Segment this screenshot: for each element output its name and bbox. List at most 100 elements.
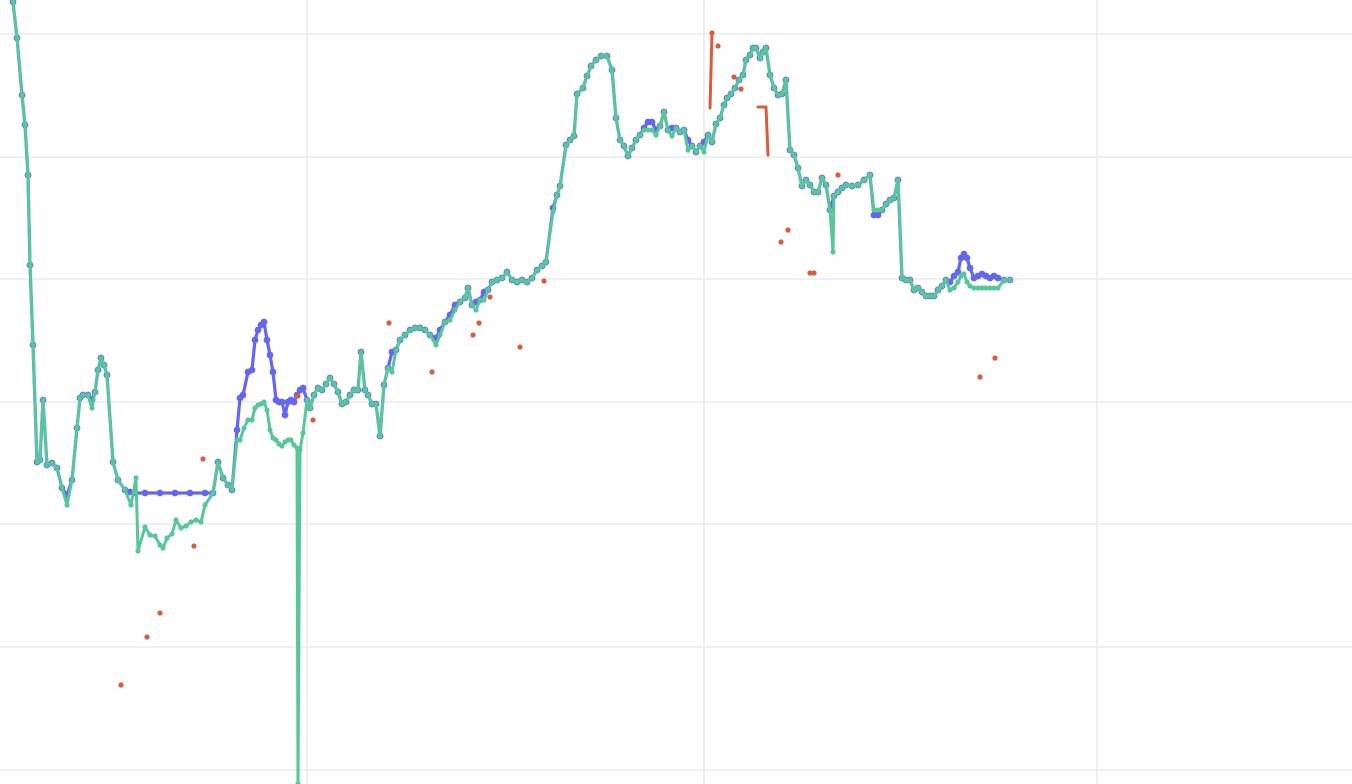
- series-layer: [9, 0, 1014, 784]
- series-1-point-89: [362, 387, 368, 393]
- series-2-point-12: [517, 344, 523, 350]
- series-1-point-102: [417, 325, 423, 331]
- series-1-point-154: [653, 132, 659, 138]
- series-2-point-15: [715, 43, 721, 49]
- series-1-point-77: [315, 385, 321, 391]
- series-1-line: [11, 0, 1012, 784]
- series-1-point-52: [237, 437, 243, 443]
- series-1-point-139: [588, 63, 594, 69]
- series-2-point-6: [310, 417, 316, 423]
- series-1-point-12: [54, 465, 60, 471]
- series-1-point-115: [477, 297, 483, 303]
- series-2-point-10: [476, 320, 482, 326]
- series-1-point-193: [803, 177, 809, 183]
- series-1-point-240: [991, 285, 997, 291]
- series-1-point-28: [122, 487, 128, 493]
- series-1-point-191: [795, 165, 801, 171]
- series-1-point-96: [389, 369, 395, 375]
- series-1-point-112: [465, 285, 471, 291]
- series-1-point-14: [64, 502, 70, 508]
- series-1-point-78: [319, 387, 325, 393]
- series-1-point-6: [30, 342, 36, 348]
- series-1-point-88: [358, 349, 364, 355]
- series-1-point-228: [947, 287, 953, 293]
- series-1-point-124: [519, 277, 525, 283]
- series-1-point-186: [775, 92, 781, 98]
- series-1-point-217: [903, 277, 909, 283]
- series-1-point-146: [621, 143, 627, 149]
- series-1-point-123: [514, 279, 520, 285]
- series-1-point-38: [169, 531, 175, 537]
- series-1-point-137: [580, 85, 586, 91]
- series-1-point-210: [875, 207, 881, 213]
- series-0-point-32: [156, 489, 164, 497]
- series-1-point-118: [489, 279, 495, 285]
- series-1-point-114: [473, 307, 479, 313]
- series-1-point-188: [783, 77, 789, 83]
- series-1-point-234: [967, 283, 973, 289]
- series-1-point-103: [422, 327, 428, 333]
- series-1-point-113: [469, 302, 475, 308]
- series-1-point-196: [815, 189, 821, 195]
- series-1-point-5: [27, 262, 33, 268]
- series-1-point-34: [152, 533, 158, 539]
- series-2-point-0: [118, 682, 124, 688]
- series-1-point-206: [855, 182, 861, 188]
- series-1-point-143: [609, 67, 615, 73]
- series-1-point-148: [629, 145, 635, 151]
- series-1-point-140: [593, 57, 599, 63]
- series-1-point-4: [25, 172, 31, 178]
- series-1-point-181: [757, 55, 763, 61]
- series-1-point-30: [133, 475, 139, 481]
- series-2-point-7: [386, 320, 392, 326]
- series-1-point-185: [771, 85, 777, 91]
- series-2-point-23: [977, 374, 983, 380]
- series-1-point-200: [830, 249, 836, 255]
- series-1-point-164: [693, 149, 699, 155]
- series-1-point-109: [452, 307, 458, 313]
- series-1-point-97: [393, 347, 399, 353]
- series-2-point-21: [811, 270, 817, 276]
- series-1-point-195: [811, 189, 817, 195]
- series-1-point-227: [943, 277, 949, 283]
- series-0-point-34: [186, 489, 194, 497]
- series-1-point-220: [915, 285, 921, 291]
- series-1-point-87: [355, 387, 361, 393]
- series-0-point-50: [263, 336, 271, 344]
- series-1-point-117: [485, 287, 491, 293]
- series-1-point-16: [74, 425, 80, 431]
- series-1-point-125: [524, 279, 530, 285]
- series-0-point-229: [994, 274, 1002, 282]
- series-0-point-218: [954, 268, 962, 276]
- series-1-point-1: [14, 35, 20, 41]
- series-1-point-104: [427, 332, 433, 338]
- series-0-point-41: [233, 426, 241, 434]
- series-1-point-177: [743, 57, 749, 63]
- series-0-point-47: [254, 326, 262, 334]
- series-0-point-142: [648, 118, 656, 126]
- series-2-point-18: [778, 239, 784, 245]
- series-1-point-116: [481, 297, 487, 303]
- series-1-point-99: [402, 332, 408, 338]
- series-1-point-92: [373, 401, 379, 407]
- series-2-point-19: [785, 227, 791, 233]
- series-1-point-23: [98, 355, 104, 361]
- series-1-point-141: [598, 53, 604, 59]
- series-1-point-167: [705, 132, 711, 138]
- series-1-point-120: [499, 275, 505, 281]
- series-1-point-147: [625, 153, 631, 159]
- series-2-point-17: [738, 86, 744, 92]
- series-1-point-41: [183, 523, 189, 529]
- series-1-point-161: [681, 127, 687, 133]
- series-1-point-136: [574, 91, 580, 97]
- series-2-point-11: [487, 294, 493, 300]
- series-1-point-222: [923, 293, 929, 299]
- series-1-point-144: [613, 115, 619, 121]
- series-1-point-225: [935, 287, 941, 293]
- series-1-point-153: [649, 127, 655, 133]
- series-1-point-84: [343, 399, 349, 405]
- series-0-point-52: [269, 368, 277, 376]
- series-1-point-132: [557, 183, 563, 189]
- series-2-point-13: [541, 278, 547, 284]
